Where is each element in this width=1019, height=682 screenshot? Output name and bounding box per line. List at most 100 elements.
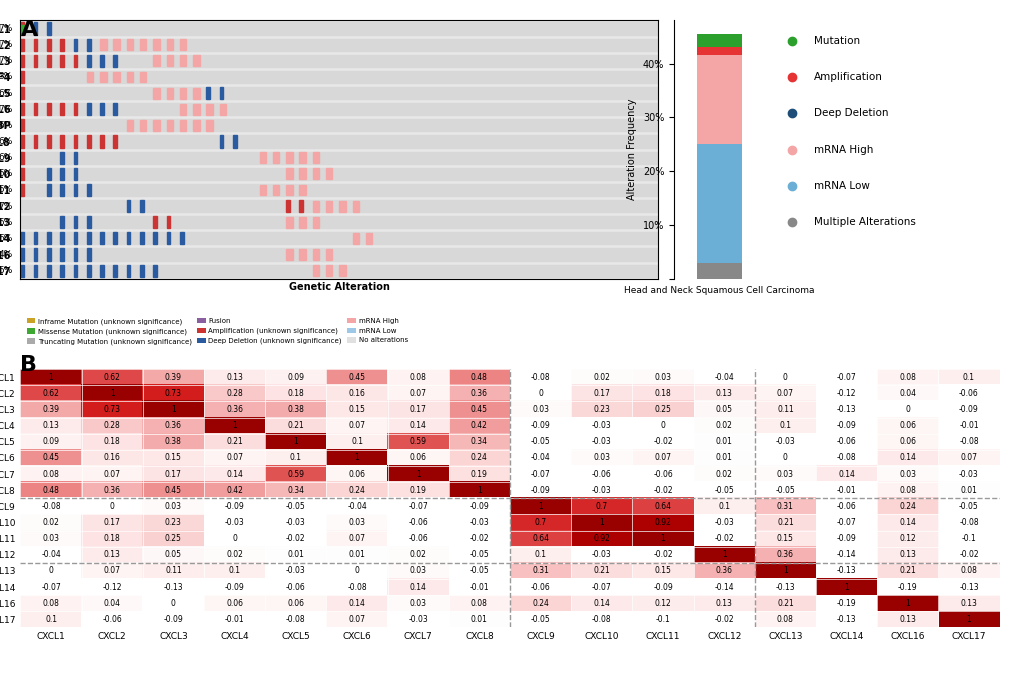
Bar — [87, 103, 91, 115]
Text: 0.21: 0.21 — [776, 599, 793, 608]
Text: 0.07: 0.07 — [960, 454, 976, 462]
Text: 0.28: 0.28 — [104, 421, 120, 430]
Text: 0.92: 0.92 — [593, 534, 609, 543]
Text: -0.12: -0.12 — [102, 582, 122, 591]
Text: 0.13: 0.13 — [899, 615, 915, 624]
Bar — [179, 233, 183, 244]
Text: 4%: 4% — [0, 250, 12, 259]
Bar — [179, 40, 186, 50]
Bar — [100, 233, 104, 244]
Text: 1: 1 — [232, 421, 236, 430]
Text: -0.14: -0.14 — [836, 550, 856, 559]
Bar — [60, 184, 64, 196]
Bar — [87, 39, 91, 50]
Bar — [179, 55, 186, 66]
Bar — [20, 136, 657, 147]
Text: 0.02: 0.02 — [410, 550, 426, 559]
Text: 0.01: 0.01 — [287, 550, 304, 559]
Text: 0: 0 — [538, 389, 542, 398]
Bar — [339, 265, 345, 276]
Text: 0.03: 0.03 — [593, 454, 609, 462]
Bar — [179, 120, 186, 131]
Text: 0.1: 0.1 — [717, 502, 730, 511]
Text: 0.48: 0.48 — [43, 486, 59, 494]
Text: 0.1: 0.1 — [289, 454, 302, 462]
Text: 0.11: 0.11 — [165, 567, 181, 576]
Bar — [140, 200, 144, 212]
Bar — [219, 87, 223, 99]
Bar — [113, 136, 117, 147]
Text: 0.01: 0.01 — [348, 550, 365, 559]
Text: 7%: 7% — [0, 40, 12, 49]
Text: 0.24: 0.24 — [899, 502, 915, 511]
Text: 0.36: 0.36 — [715, 567, 732, 576]
Bar — [313, 217, 319, 228]
Text: 0.06: 0.06 — [899, 437, 915, 446]
Text: 0.23: 0.23 — [593, 405, 609, 414]
Text: 6%: 6% — [0, 121, 12, 130]
Text: 0.07: 0.07 — [348, 534, 365, 543]
Bar — [60, 39, 64, 50]
Bar — [20, 71, 24, 83]
Bar — [696, 263, 742, 279]
Bar — [113, 103, 117, 115]
Text: 0.03: 0.03 — [165, 502, 181, 511]
Text: -0.03: -0.03 — [285, 518, 306, 527]
Bar — [153, 120, 160, 131]
Bar — [166, 216, 170, 228]
Text: -0.07: -0.07 — [41, 582, 61, 591]
Bar — [313, 168, 319, 179]
Text: 0.07: 0.07 — [348, 615, 365, 624]
Bar — [353, 233, 359, 244]
Text: -0.03: -0.03 — [713, 518, 734, 527]
Text: 0.05: 0.05 — [715, 405, 732, 414]
Bar — [219, 104, 226, 115]
Text: 0.21: 0.21 — [776, 518, 793, 527]
Text: -0.1: -0.1 — [961, 534, 975, 543]
Bar — [60, 136, 64, 147]
Bar — [313, 265, 319, 276]
Text: -0.06: -0.06 — [652, 470, 673, 479]
Bar — [166, 120, 173, 131]
Bar — [696, 144, 742, 263]
Bar — [193, 55, 200, 66]
Bar — [73, 55, 77, 67]
Bar — [20, 103, 657, 115]
Y-axis label: Alteration Frequency: Alteration Frequency — [627, 99, 637, 201]
Text: 0.14: 0.14 — [410, 582, 426, 591]
Text: 0.01: 0.01 — [471, 615, 487, 624]
Text: 0.1: 0.1 — [45, 615, 57, 624]
Text: 0.38: 0.38 — [165, 437, 181, 446]
Text: -0.14: -0.14 — [713, 582, 734, 591]
Text: 0.19: 0.19 — [471, 470, 487, 479]
Text: Multiple Alterations: Multiple Alterations — [813, 217, 915, 227]
Text: -0.06: -0.06 — [408, 518, 428, 527]
Text: 0.14: 0.14 — [899, 518, 915, 527]
Bar — [113, 40, 119, 50]
Text: 0.08: 0.08 — [43, 599, 59, 608]
Bar — [153, 55, 160, 66]
Text: 0.28: 0.28 — [226, 389, 243, 398]
Text: 0.1: 0.1 — [228, 567, 240, 576]
Text: 0.18: 0.18 — [104, 437, 120, 446]
Text: -0.08: -0.08 — [958, 437, 978, 446]
Text: 0.92: 0.92 — [654, 518, 671, 527]
Text: -0.05: -0.05 — [285, 502, 306, 511]
Text: 0.07: 0.07 — [776, 389, 793, 398]
Bar — [300, 217, 306, 228]
Text: 0.07: 0.07 — [348, 421, 365, 430]
Text: 0: 0 — [905, 405, 909, 414]
Text: 0.17: 0.17 — [593, 389, 609, 398]
Bar — [20, 39, 24, 50]
Text: 0.39: 0.39 — [43, 405, 59, 414]
Text: 0.1: 0.1 — [962, 373, 974, 382]
Text: 0.34: 0.34 — [287, 486, 304, 494]
Text: 0.7: 0.7 — [595, 502, 607, 511]
Bar — [179, 104, 186, 115]
Bar — [47, 168, 51, 180]
Bar — [126, 40, 132, 50]
Text: -0.06: -0.06 — [591, 470, 611, 479]
Bar — [100, 55, 104, 67]
Bar — [20, 39, 657, 50]
Text: 0.07: 0.07 — [104, 567, 120, 576]
